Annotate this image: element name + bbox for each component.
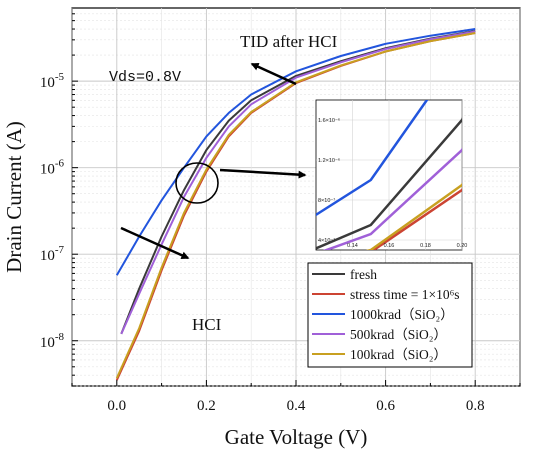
inset-y-tick-label: 4×10⁻⁷ <box>318 237 335 244</box>
y-tick-label: 10-7 <box>40 244 65 264</box>
x-tick-label: 0.8 <box>466 398 485 414</box>
inset-x-tick-label: 0.20 <box>457 243 468 249</box>
y-axis-title: Drain Current (A) <box>2 121 26 273</box>
inset: 0.14 0.16 0.18 0.20 4×10⁻⁷ 8×10⁻⁷ 1.2×10⁻⁶ 1.6×… <box>315 99 467 251</box>
inset-tick-labels: 0.14 0.16 0.18 0.20 4×10⁻⁷ 8×10⁻⁷ 1.2×10⁻⁶ 1.6×… <box>318 117 467 249</box>
y-tick-label: 10-5 <box>40 71 65 91</box>
tick-labels: 0.0 0.2 0.4 0.6 0.8 10-8 10-7 10-6 10-5 <box>40 13 521 414</box>
legend-label: stress time = 1×10⁶s <box>350 287 460 302</box>
x-tick-label: 0.0 <box>107 398 126 414</box>
annotation-vds: Vds=0.8V <box>109 69 181 86</box>
series-line <box>115 32 476 379</box>
y-tick-label: 10-6 <box>40 158 65 178</box>
legend-label: fresh <box>350 267 377 282</box>
zoom-circle <box>175 162 219 204</box>
inset-y-tick-label: 1.6×10⁻⁶ <box>318 117 340 124</box>
inset-x-tick-label: 0.14 <box>347 243 358 249</box>
series-line <box>120 30 476 335</box>
x-tick-label: 0.6 <box>376 398 395 414</box>
legend-items: fresh stress time = 1×10⁶s 1000krad（SiO₂） 5… <box>312 267 460 362</box>
legend-label: 500krad（SiO₂） <box>350 327 447 342</box>
annotation-hci: HCI <box>192 315 222 334</box>
inset-x-tick-label: 0.16 <box>384 243 395 249</box>
inset-x-tick-label: 0.18 <box>420 243 431 249</box>
arrow-hci <box>120 226 190 260</box>
y-tick-label: 10-8 <box>40 331 65 351</box>
legend-label: 100krad（SiO₂） <box>350 347 447 362</box>
inset-y-tick-label: 1.2×10⁻⁶ <box>318 157 340 164</box>
x-axis-title: Gate Voltage (V) <box>225 425 368 449</box>
series-line <box>115 28 476 276</box>
x-tick-label: 0.2 <box>197 398 216 414</box>
annotation-tid: TID after HCI <box>240 32 338 51</box>
arrow-tid <box>250 62 297 86</box>
legend: fresh stress time = 1×10⁶s 1000krad（SiO₂） 5… <box>307 262 473 368</box>
inset-y-tick-label: 8×10⁻⁷ <box>318 197 335 204</box>
x-tick-label: 0.4 <box>287 398 306 414</box>
series-lines <box>115 28 476 381</box>
arrow-zoom <box>219 168 307 179</box>
legend-label: 1000krad（SiO₂） <box>350 307 454 322</box>
